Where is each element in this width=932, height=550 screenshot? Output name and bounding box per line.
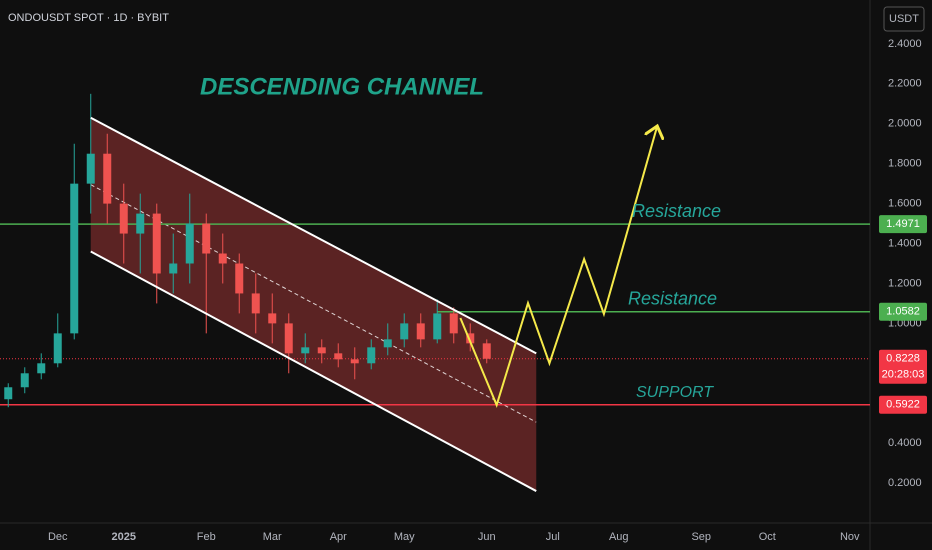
y-tick-label: 1.4000 [888,237,922,249]
channel-upper [90,116,537,355]
x-tick-label: Feb [197,531,216,543]
annotation: DESCENDING CHANNEL [200,73,484,100]
candle-body [416,323,425,340]
x-tick-label: Dec [48,531,68,543]
x-tick-label: Nov [840,531,860,543]
candle-body [169,263,178,274]
level-badge [879,395,927,414]
y-tick-label: 0.4000 [888,437,922,449]
currency-button[interactable] [883,6,925,32]
x-tick-label: Mar [263,531,282,543]
candle-body [284,323,293,354]
y-tick-label: 2.2000 [888,78,922,90]
candle-body [466,333,475,344]
candle-body [53,333,62,364]
countdown: 20:28:03 [882,369,925,381]
candle-body [152,213,161,274]
x-tick-label: Apr [330,531,347,543]
candle-body [383,339,392,348]
x-tick-label: 2025 [112,531,136,543]
candle-body [482,343,491,359]
projection-path [459,128,656,408]
candle-body [268,313,277,324]
candle-body [350,359,359,364]
level-badge-label: 0.5922 [886,399,920,411]
level-badge-label: 1.4971 [886,218,920,230]
last-price-label: 0.8228 [886,353,920,365]
y-tick-label: 0.2000 [888,477,922,489]
candle-body [218,253,227,264]
level-badge-label: 1.0582 [886,306,920,318]
candle-body [86,153,95,184]
candle-body [119,203,128,234]
candle-body [185,223,194,264]
x-tick-label: Jun [478,531,496,543]
level-annotation: Resistance [632,201,721,221]
candle-body [202,223,211,254]
candle-body [400,323,409,340]
candle-body [136,213,145,234]
currency-label[interactable]: USDT [889,13,919,25]
candle-body [37,363,46,374]
candle-body [367,347,376,364]
level-badge [879,215,927,234]
candle-body [70,183,79,334]
candle-body [301,347,310,354]
level-badge [879,302,927,321]
level-annotation: Resistance [628,289,717,309]
y-tick-label: 1.6000 [888,198,922,210]
y-tick-label: 1.8000 [888,158,922,170]
last-price-badge [879,349,927,384]
candle-body [317,347,326,354]
candle-body [235,263,244,294]
candle-body [4,387,13,400]
candle-body [433,313,442,340]
x-tick-label: Sep [691,531,711,543]
candle-body [334,353,343,360]
candle-body [449,313,458,334]
x-tick-label: Aug [609,531,629,543]
y-tick-label: 2.4000 [888,38,922,50]
x-tick-label: May [394,531,415,543]
chart-title: ONDOUSDT SPOT · 1D · BYBIT [8,12,169,24]
y-tick-label: 2.0000 [888,118,922,130]
channel-lower [90,250,537,492]
candle-body [103,153,112,204]
x-tick-label: Jul [546,531,560,543]
channel-fill [90,117,537,492]
level-annotation: SUPPORT [636,384,714,401]
candle-body [251,293,260,314]
x-tick-label: Oct [759,531,776,543]
y-tick-label: 1.2000 [888,277,922,289]
candle-body [20,373,29,388]
